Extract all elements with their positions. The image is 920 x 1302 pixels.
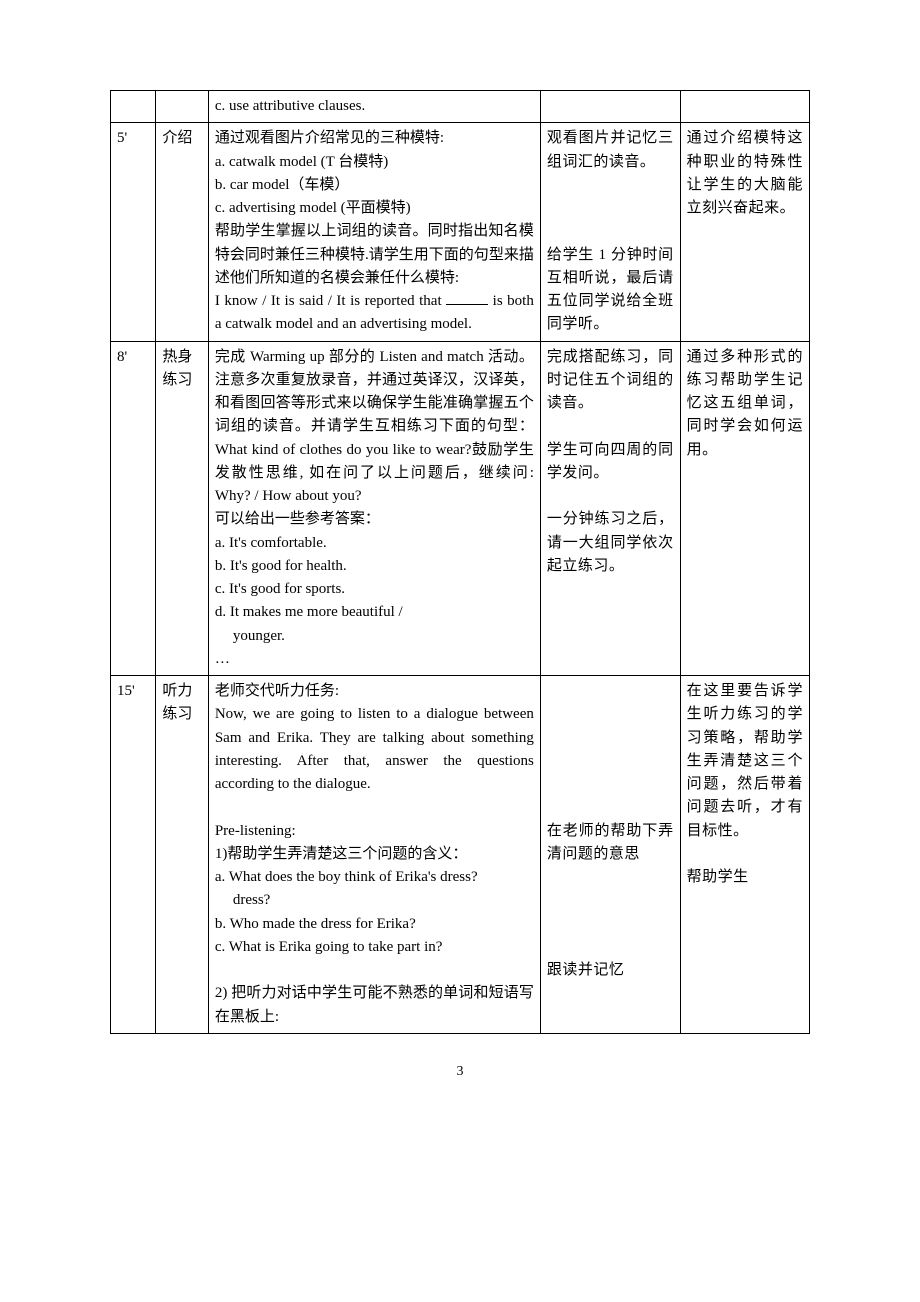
cell-text: a. catwalk model (T 台模特) [215, 154, 388, 170]
cell-text: c. use attributive clauses. [215, 98, 365, 114]
cell-text: 通过多种形式的练习帮助学生记忆这五组单词，同时学会如何运用。 [687, 349, 803, 458]
cell-text: b. car model（车模） [215, 177, 350, 193]
cell-text: 8' [117, 349, 127, 365]
student-cell: 观看图片并记忆三组词汇的读音。 给学生 1 分钟时间互相听说，最后请五位同学说给… [540, 123, 680, 341]
cell-text: c. advertising model (平面模特) [215, 200, 411, 216]
cell-text: 2) 把听力对话中学生可能不熟悉的单词和短语写在黑板上: [215, 985, 534, 1024]
fill-blank [446, 304, 488, 305]
student-cell: 完成搭配练习，同时记住五个词组的读音。 学生可向四周的同学发问。 一分钟练习之后… [540, 341, 680, 676]
cell-text: 给学生 1 分钟时间互相听说，最后请五位同学说给全班同学听。 [547, 247, 674, 333]
cell-text: 跟读并记忆 [547, 962, 625, 978]
cell-text: 在这里要告诉学生听力练习的学习策略，帮助学生弄清楚这三个问题，然后带着问题去听，… [687, 683, 803, 839]
time-cell: 5' [111, 123, 156, 341]
page-number: 3 [110, 1064, 810, 1080]
student-cell [540, 91, 680, 123]
step-cell: 热身练习 [156, 341, 208, 676]
cell-text: b. It's good for health. [215, 558, 347, 574]
cell-text: 完成搭配练习，同时记住五个词组的读音。 [547, 349, 674, 412]
intent-cell: 通过介绍模特这种职业的特殊性让学生的大脑能立刻兴奋起来。 [680, 123, 809, 341]
time-cell: 15' [111, 676, 156, 1034]
teacher-cell: 老师交代听力任务: Now, we are going to listen to… [208, 676, 540, 1034]
student-cell: 在老师的帮助下弄清问题的意思 跟读并记忆 [540, 676, 680, 1034]
cell-text: a. It's comfortable. [215, 535, 327, 551]
table-row: 15' 听力练习 老师交代听力任务: Now, we are going to … [111, 676, 810, 1034]
cell-text: Now, we are going to listen to a dialogu… [215, 703, 534, 796]
cell-text: 1)帮助学生弄清楚这三个问题的含义： [215, 846, 468, 862]
cell-text: 帮助学生掌握以上词组的读音。同时指出知名模特会同时兼任三种模特.请学生用下面的句… [215, 223, 534, 286]
cell-text: 通过介绍模特这种职业的特殊性让学生的大脑能立刻兴奋起来。 [687, 130, 803, 216]
table-row: 5' 介绍 通过观看图片介绍常见的三种模特: a. catwalk model … [111, 123, 810, 341]
time-cell [111, 91, 156, 123]
lesson-plan-table: c. use attributive clauses. 5' 介绍 通过观看图片… [110, 90, 810, 1034]
cell-text: b. Who made the dress for Erika? [215, 916, 416, 932]
cell-text: 学生可向四周的同学发问。 [547, 442, 674, 481]
intent-cell: 通过多种形式的练习帮助学生记忆这五组单词，同时学会如何运用。 [680, 341, 809, 676]
lesson-plan-page: c. use attributive clauses. 5' 介绍 通过观看图片… [0, 0, 920, 1140]
page-number-text: 3 [457, 1064, 464, 1079]
cell-text: 可以给出一些参考答案： [215, 511, 380, 527]
table-row: 8' 热身练习 完成 Warming up 部分的 Listen and mat… [111, 341, 810, 676]
teacher-cell: c. use attributive clauses. [208, 91, 540, 123]
cell-text: 听力练习 [162, 683, 192, 722]
cell-text: 完成 Warming up 部分的 Listen and match 活动。注意… [215, 349, 534, 505]
cell-text: I know / It is said / It is reported tha… [215, 293, 446, 309]
time-cell: 8' [111, 341, 156, 676]
cell-text: dress? [215, 889, 534, 912]
cell-text: … [215, 651, 230, 667]
cell-text: 一分钟练习之后，请一大组同学依次起立练习。 [547, 511, 674, 574]
teacher-cell: 完成 Warming up 部分的 Listen and match 活动。注意… [208, 341, 540, 676]
step-cell [156, 91, 208, 123]
cell-text: Pre-listening: [215, 823, 296, 839]
step-cell: 介绍 [156, 123, 208, 341]
cell-text: 15' [117, 683, 135, 699]
table-row: c. use attributive clauses. [111, 91, 810, 123]
cell-text: 热身练习 [162, 349, 192, 388]
cell-text: 通过观看图片介绍常见的三种模特: [215, 130, 444, 146]
intent-cell [680, 91, 809, 123]
cell-text: a. What does the boy think of Erika's dr… [215, 869, 478, 885]
cell-text: younger. [215, 625, 534, 648]
cell-text: 帮助学生 [687, 869, 749, 885]
step-cell: 听力练习 [156, 676, 208, 1034]
cell-text: 在老师的帮助下弄清问题的意思 [547, 823, 674, 862]
cell-text: c. It's good for sports. [215, 581, 345, 597]
cell-text: 5' [117, 130, 127, 146]
cell-text: 观看图片并记忆三组词汇的读音。 [547, 130, 674, 169]
cell-text: c. What is Erika going to take part in? [215, 939, 443, 955]
cell-text: 老师交代听力任务: [215, 683, 339, 699]
teacher-cell: 通过观看图片介绍常见的三种模特: a. catwalk model (T 台模特… [208, 123, 540, 341]
intent-cell: 在这里要告诉学生听力练习的学习策略，帮助学生弄清楚这三个问题，然后带着问题去听，… [680, 676, 809, 1034]
cell-text: 介绍 [162, 130, 192, 146]
cell-text: d. It makes me more beautiful / [215, 604, 403, 620]
